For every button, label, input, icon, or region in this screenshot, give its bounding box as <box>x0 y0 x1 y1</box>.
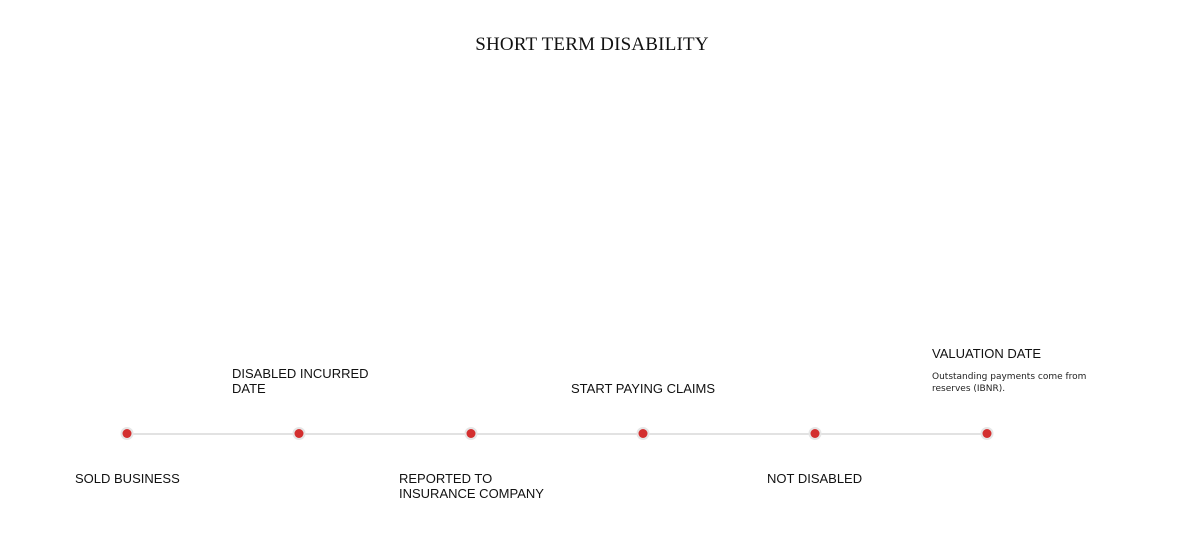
valuation-date-note: Outstanding payments come from reserves … <box>932 371 1086 395</box>
page-title: SHORT TERM DISABILITY <box>475 34 709 55</box>
event-label-sold-business: SOLD BUSINESS <box>75 471 180 486</box>
event-label-disabled-incurred: DISABLED INCURRED DATE <box>232 366 369 396</box>
timeline-marker-valuation-date <box>982 429 992 438</box>
event-label-line: DATE <box>232 381 266 396</box>
timeline-marker-reported <box>466 429 476 438</box>
event-label-start-paying: START PAYING CLAIMS <box>571 381 715 396</box>
timeline-marker-start-paying <box>638 429 648 438</box>
note-line: Outstanding payments come from <box>932 372 1087 382</box>
event-label-line: DISABLED INCURRED <box>232 366 369 381</box>
timeline-marker-not-disabled <box>810 429 820 438</box>
event-label-valuation-date: VALUATION DATE <box>932 346 1042 361</box>
event-label-not-disabled: NOT DISABLED <box>767 471 863 486</box>
timeline-axis <box>127 433 987 435</box>
event-label-reported: REPORTED TO INSURANCE COMPANY <box>399 471 544 501</box>
event-label-line: REPORTED TO <box>399 471 493 486</box>
event-label-line: INSURANCE COMPANY <box>399 486 544 501</box>
timeline-marker-sold-business <box>122 429 132 438</box>
note-line: reserves (IBNR). <box>932 384 1006 394</box>
timeline-marker-disabled-incurred <box>294 429 304 438</box>
